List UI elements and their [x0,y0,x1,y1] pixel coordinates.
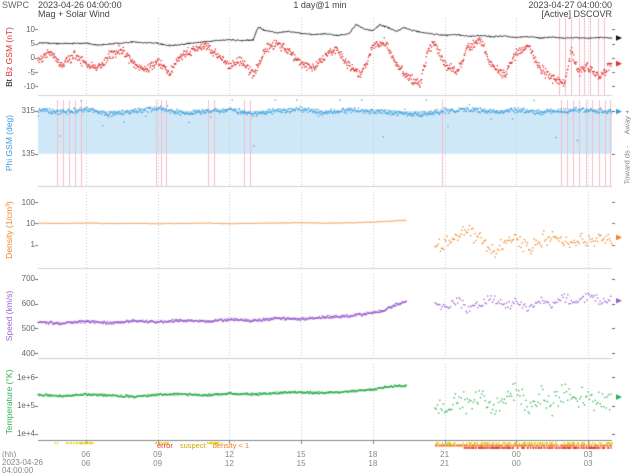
y-axis-label-mag: Bt Bz GSM (nT) [4,27,14,87]
y-tick-phi-135: 135 [21,149,35,159]
x-tick-label-row1-03: 03 [583,450,593,459]
x-tick-label-row1-18: 18 [368,450,378,459]
x-axis-start-time: 04:00:00 [2,466,34,475]
y-axis-label-part: Density (1/cm³) [4,201,14,259]
y-tick-speed-500: 500 [21,323,35,333]
x-tick-label-row2-03: 03 [583,458,593,468]
flag-legend-suspect: suspect [179,441,206,450]
x-tick-label-row2-12: 12 [224,458,234,468]
end-datetime: 2023-04-27 04:00:00 [528,0,612,10]
flag-legend: error suspect density < 1 [157,441,256,450]
y-tick-density-100: 100 [21,197,35,207]
x-tick-label-row1-09: 09 [153,450,163,459]
x-axis-start-date: 2023-04-26 [2,458,43,467]
y-axis-label-density: Density (1/cm³) [4,201,14,259]
y-tick-density-10: 10 [26,218,35,228]
y-tick-mag-5: 5 [30,39,35,49]
start-datetime: 2023-04-26 04:00:00 [38,0,122,10]
x-axis-unit-label: (hh) [2,450,17,459]
y-tick-mag--5: -5 [27,67,35,77]
y-tick-temperature-1e+5: 1e+5 [16,401,35,411]
app-name: SWPC [2,0,29,10]
x-tick-label-row1-12: 12 [224,450,234,459]
x-tick-label-row2-15: 15 [296,458,306,468]
x-tick-label-row2-09: 09 [153,458,163,468]
x-tick-label-row1-00: 00 [511,450,521,459]
y-tick-temperature-1e+6: 1e+6 [16,372,35,382]
y-axis-label-part: Speed (km/s) [4,290,14,342]
y-tick-density-1: 1 [30,240,35,250]
y-axis-label-phi: Phi GSM (deg) [4,115,14,171]
x-tick-label-row2-00: 00 [511,458,521,468]
x-tick-label-row1-06: 06 [81,450,91,459]
x-tick-label-row2-21: 21 [440,458,450,468]
data-source-label: [Active] DSCOVR [541,9,612,19]
y-tick-mag--10: -10 [23,81,35,91]
duration-label: 1 day@1 min [293,0,347,10]
x-tick-label-row1-21: 21 [440,450,450,459]
y-tick-temperature-1e+4: 1e+4 [16,429,35,439]
plot-title: Mag + Solar Wind [38,9,110,19]
y-tick-phi-315: 315 [21,106,35,116]
y-tick-speed-400: 400 [21,348,35,358]
y-axis-label-part: Phi GSM (deg) [4,114,14,172]
y-tick-speed-700: 700 [21,274,35,284]
x-tick-label-row2-06: 06 [81,458,91,468]
y-tick-mag-0: 0 [30,53,35,63]
y-axis-label-part: Bt [4,76,14,87]
x-tick-label-row2-18: 18 [368,458,378,468]
right-axis-label-phi-1: Toward ds - [622,145,632,184]
y-tick-mag-10: 10 [26,24,35,34]
y-axis-label-part: Temperature (°K) [4,369,14,435]
y-axis-label-temperature: Temperature (°K) [4,370,14,435]
flag-legend-density-1: density < 1 [212,441,250,450]
right-axis-label-phi-0: Away + [622,109,632,134]
y-axis-label-speed: Speed (km/s) [4,291,14,342]
y-tick-speed-600: 600 [21,299,35,309]
y-axis-label-part: Bz GSM (nT) [4,26,14,77]
x-tick-label-row1-15: 15 [296,450,306,459]
flag-legend-error: error [157,441,173,450]
